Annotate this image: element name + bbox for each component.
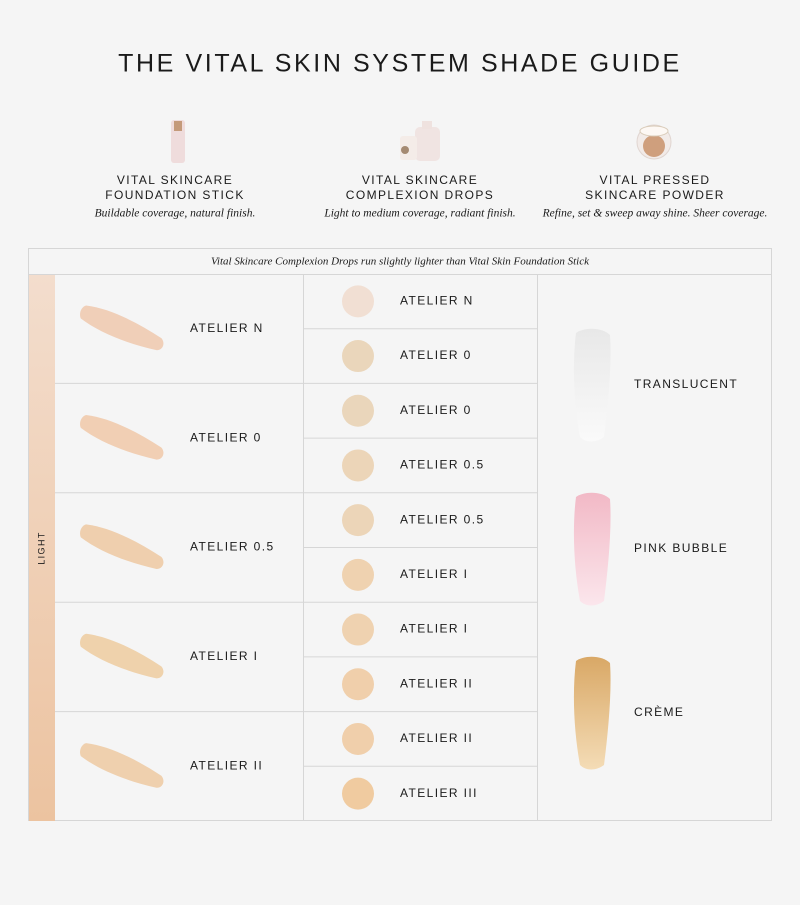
shade-name: ATELIER 0.5: [400, 512, 485, 526]
shade-name: ATELIER III: [400, 786, 478, 800]
powder-swatch: [573, 656, 611, 770]
product-name: VITAL SKINCARE: [117, 173, 233, 187]
stick-icon: [171, 120, 185, 163]
product-name: SKINCARE POWDER: [585, 188, 725, 202]
product-name: COMPLEXION DROPS: [346, 188, 494, 202]
product-name: VITAL PRESSED: [600, 173, 711, 187]
drops-icon: [400, 121, 440, 161]
stick-swatch: [80, 305, 164, 351]
product-description: Light to medium coverage, radiant finish…: [323, 208, 515, 220]
shade-name: ATELIER N: [190, 321, 264, 335]
product-description: Buildable coverage, natural finish.: [95, 208, 256, 220]
drop-swatch: [342, 558, 374, 591]
product-name: FOUNDATION STICK: [105, 188, 245, 202]
table-note: Vital Skincare Complexion Drops run slig…: [211, 256, 590, 268]
shade-name: ATELIER 0: [400, 403, 472, 417]
shade-name: ATELIER 0.5: [190, 540, 275, 554]
shade-name: ATELIER II: [400, 731, 473, 745]
shade-name: TRANSLUCENT: [634, 377, 738, 391]
drop-swatch: [342, 722, 374, 755]
drop-swatch: [342, 449, 374, 482]
drop-swatch: [342, 340, 374, 373]
shade-name: ATELIER N: [400, 294, 474, 308]
shade-name: PINK BUBBLE: [634, 541, 728, 555]
stick-swatch: [80, 743, 164, 788]
drop-swatch: [342, 504, 374, 537]
shade-name: CRÈME: [634, 704, 684, 719]
light-bar: [29, 275, 55, 821]
shade-name: ATELIER II: [190, 758, 263, 772]
table-border: [28, 248, 772, 821]
powder-icon: [636, 124, 672, 160]
title: THE VITAL SKIN SYSTEM SHADE GUIDE: [118, 50, 682, 78]
drop-swatch: [342, 668, 374, 701]
shade-name: ATELIER I: [400, 622, 468, 636]
shade-name: ATELIER I: [400, 567, 468, 581]
shade-name: ATELIER 0.5: [400, 458, 485, 472]
drop-swatch: [342, 613, 374, 646]
shade-name: ATELIER 0: [400, 348, 472, 362]
stick-swatch: [80, 633, 164, 679]
powder-swatch: [573, 328, 611, 442]
shade-name: ATELIER 0: [190, 430, 262, 444]
product-name: VITAL SKINCARE: [362, 173, 478, 187]
product-description: Refine, set & sweep away shine. Sheer co…: [542, 208, 768, 220]
drop-swatch: [342, 394, 374, 427]
shade-name: ATELIER I: [190, 649, 258, 663]
shade-name: ATELIER II: [400, 676, 473, 690]
drop-swatch: [342, 777, 374, 810]
stick-swatch: [80, 524, 164, 569]
stick-swatch: [80, 414, 164, 460]
range-label: LIGHT: [36, 531, 46, 565]
drop-swatch: [342, 285, 374, 318]
powder-swatch: [573, 492, 611, 606]
